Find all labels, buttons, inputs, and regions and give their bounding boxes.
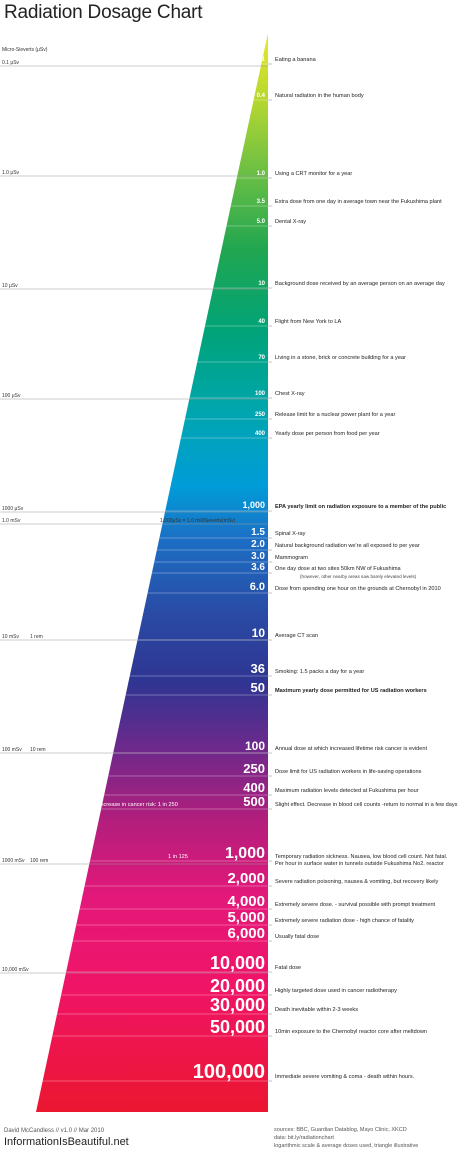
entry-description: Yearly dose per person from food per yea… bbox=[275, 431, 380, 437]
ref-tick-label: 1.0 μSv bbox=[2, 170, 20, 176]
entry-value: 40 bbox=[258, 319, 265, 325]
entry-value: 6,000 bbox=[227, 925, 265, 942]
entry-description: Extremely severe dose. - survival possib… bbox=[275, 902, 436, 908]
entry-value: 250 bbox=[243, 761, 265, 776]
entry-value: 0.4 bbox=[257, 93, 266, 99]
entry-description: Dose from spending one hour on the groun… bbox=[275, 586, 441, 592]
entry-value: 5,000 bbox=[227, 909, 265, 926]
entry-value: 400 bbox=[243, 780, 265, 795]
ref-tick-label: 0.1 μSv bbox=[2, 60, 20, 66]
entry-description: One day dose at two sites 50km NW of Fuk… bbox=[275, 566, 401, 572]
cancer-risk-label: Lifetime increase in cancer risk: 1 in 2… bbox=[78, 802, 178, 808]
entry-value: 36 bbox=[251, 661, 265, 676]
entry-value: 0.1 bbox=[257, 57, 266, 63]
conversion-note: 1,000μSv = 1.0 milliSieverts(mSv) bbox=[160, 518, 236, 524]
entry-description: Smoking: 1.5 packs a day for a year bbox=[275, 669, 364, 675]
entry-description: Severe radiation poisoning, nausea & vom… bbox=[275, 879, 438, 885]
entry-description: Mammogram bbox=[275, 555, 308, 561]
ref-tick-label: 10 μSv bbox=[2, 283, 18, 289]
entry-description: 10min exposure to the Chernobyl reactor … bbox=[275, 1029, 427, 1035]
ref-tick-label: 1000 μSv bbox=[2, 506, 24, 512]
entry-value: 2.0 bbox=[251, 539, 265, 550]
entry-value: 1.0 bbox=[257, 171, 266, 177]
entry-value: 10 bbox=[258, 281, 265, 287]
entry-description: Natural background radiation we're all e… bbox=[275, 543, 420, 549]
entry-value: 50,000 bbox=[210, 1017, 265, 1037]
entry-value: 1,000 bbox=[225, 845, 265, 862]
entry-value: 70 bbox=[258, 355, 265, 361]
entry-value: 1,000 bbox=[242, 500, 265, 510]
entry-description: Flight from New York to LA bbox=[275, 319, 341, 325]
entry-value: 3.6 bbox=[251, 562, 265, 573]
entry-description: Maximum radiation levels detected at Fuk… bbox=[275, 788, 419, 794]
ref-tick-label: 1000 mSv bbox=[2, 858, 25, 864]
ref-tick-label: 10,000 mSv bbox=[2, 967, 29, 973]
entry-description: Extra dose from one day in average town … bbox=[275, 199, 442, 205]
entry-description-2: Per hour in surface water in tunnels out… bbox=[275, 861, 444, 867]
entry-value: 5.0 bbox=[257, 219, 266, 225]
ref-tick-label: 10 mSv bbox=[2, 634, 19, 640]
entry-description: Spinal X-ray bbox=[275, 531, 306, 537]
ref-tick-label: 10 rem bbox=[30, 747, 46, 753]
entry-description: Slight effect. Decrease in blood cell co… bbox=[275, 802, 458, 808]
entry-value: 100,000 bbox=[193, 1061, 265, 1083]
entry-description: Fatal dose bbox=[275, 965, 301, 971]
entry-description: Highly targeted dose used in cancer radi… bbox=[275, 988, 397, 994]
entry-value: 30,000 bbox=[210, 995, 265, 1015]
entry-description: Average CT scan bbox=[275, 633, 318, 639]
entry-description: Dental X-ray bbox=[275, 219, 306, 225]
ref-tick-label: 1 rem bbox=[30, 634, 43, 640]
entry-value: 50 bbox=[251, 680, 265, 695]
entry-description: Using a CRT monitor for a year bbox=[275, 171, 352, 177]
entry-value: 20,000 bbox=[210, 976, 265, 996]
entry-description: Annual dose at which increased lifetime … bbox=[275, 746, 427, 752]
dosage-triangle bbox=[36, 33, 268, 1112]
footer-note-line: logarithmic scale & average doses used, … bbox=[274, 1143, 419, 1149]
entry-value: 6.0 bbox=[250, 581, 265, 593]
entry-value: 100 bbox=[245, 739, 265, 753]
entry-note: (however, other nearby areas saw barely … bbox=[300, 574, 417, 579]
ref-tick-label: 1.0 mSv bbox=[2, 518, 21, 524]
entry-value: 2,000 bbox=[227, 870, 265, 887]
entry-description: Eating a banana bbox=[275, 57, 317, 63]
entry-description: Natural radiation in the human body bbox=[275, 93, 364, 99]
entry-value: 10 bbox=[252, 626, 266, 640]
footer-sources-line: sources: BBC, Guardian Datablog, Mayo Cl… bbox=[274, 1127, 407, 1133]
entry-value: 400 bbox=[255, 431, 266, 437]
entry-value: 500 bbox=[243, 794, 265, 809]
footer-author: David McCandless // v1.0 // Mar 2010 bbox=[4, 1128, 105, 1134]
footer-site: InformationIsBeautiful.net bbox=[4, 1136, 129, 1148]
entry-description: Release limit for a nuclear power plant … bbox=[275, 412, 395, 418]
ref-tick-label: 100 μSv bbox=[2, 393, 21, 399]
entry-value: 10,000 bbox=[210, 953, 265, 973]
entry-description: Immediate severe vomiting & coma - death… bbox=[275, 1074, 415, 1080]
entry-value: 3.5 bbox=[257, 199, 266, 205]
cancer-risk-label: 1 in 125 bbox=[168, 854, 188, 860]
entry-description: EPA yearly limit on radiation exposure t… bbox=[275, 504, 446, 510]
entry-description: Usually fatal dose bbox=[275, 934, 319, 940]
entry-description: Dose limit for US radiation workers in l… bbox=[275, 769, 422, 775]
ref-tick-label: 100 rem bbox=[30, 858, 48, 864]
entry-value: 100 bbox=[255, 391, 266, 397]
footer-sources: sources: BBC, Guardian Datablog, Mayo Cl… bbox=[274, 1126, 472, 1150]
entry-value: 3.0 bbox=[251, 551, 265, 562]
entry-description: Maximum yearly dose permitted for US rad… bbox=[275, 688, 427, 694]
unit-header: Micro-Sieverts (μSv) bbox=[2, 47, 48, 53]
entry-value: 4,000 bbox=[227, 893, 265, 910]
entry-value: 1.5 bbox=[251, 527, 265, 538]
ref-tick-label: 100 mSv bbox=[2, 747, 22, 753]
entry-description: Living in a stone, brick or concrete bui… bbox=[275, 355, 406, 361]
entry-description: Death inevitable within 2-3 weeks bbox=[275, 1007, 358, 1013]
entry-description: Chest X-ray bbox=[275, 391, 305, 397]
footer-data-line: data: bit.ly/radiationchart bbox=[274, 1135, 334, 1141]
entry-value: 250 bbox=[255, 412, 266, 418]
chart-title: Radiation Dosage Chart bbox=[4, 2, 203, 23]
entry-description: Temporary radiation sickness. Nausea, lo… bbox=[275, 854, 448, 860]
entry-description: Extremely severe radiation dose - high c… bbox=[275, 918, 414, 924]
entry-description: Background dose received by an average p… bbox=[275, 281, 445, 287]
